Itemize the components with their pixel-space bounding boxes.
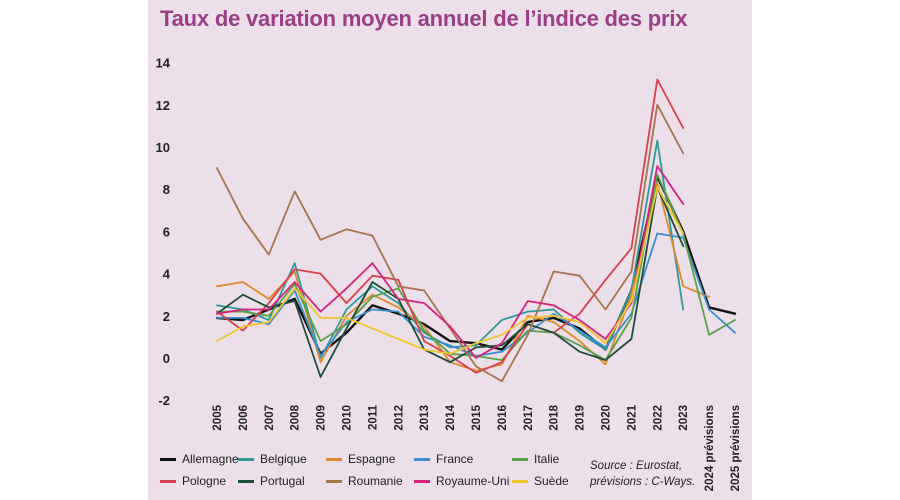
series-line-belgique — [216, 139, 685, 359]
legend-label: Portugal — [260, 474, 305, 488]
legend-swatch — [414, 479, 430, 483]
y-tick-label: 4 — [163, 267, 171, 282]
chart-title: Taux de variation moyen annuel de l’indi… — [160, 6, 688, 31]
x-tick-label: 2007 — [264, 405, 276, 431]
legend-swatch — [238, 479, 254, 483]
legend-swatch — [160, 457, 176, 461]
series-line-roumanie — [216, 103, 685, 383]
x-tick-label: 2016 — [497, 405, 509, 431]
y-tick-label: 2 — [163, 309, 170, 324]
legend-item: Pologne — [160, 474, 226, 488]
legend-label: France — [436, 452, 474, 466]
x-tick-label: 2005 — [212, 404, 224, 430]
x-tick-label: 2011 — [367, 404, 379, 430]
y-tick-label: 10 — [156, 140, 170, 155]
x-tick-label: 2024 prévisions — [704, 405, 716, 491]
legend-label: Roumanie — [348, 474, 403, 488]
x-tick-label: 2021 — [626, 404, 638, 430]
source-note: Source : Eurostat, prévisions : C-Ways. — [590, 460, 696, 488]
x-tick-label: 2012 — [393, 405, 405, 431]
x-tick-label: 2015 — [471, 404, 483, 430]
x-tick-label: 2018 — [549, 404, 561, 430]
legend-label: Pologne — [182, 474, 227, 488]
x-tick-label: 2019 — [575, 405, 587, 431]
legend-label: Espagne — [348, 452, 396, 466]
x-tick-label: 2008 — [290, 404, 302, 430]
series-line-pologne — [216, 78, 685, 374]
x-tick-label: 2025 prévisions — [730, 405, 742, 491]
x-tick-label: 2014 — [445, 404, 457, 430]
series-line-royaume-uni — [216, 165, 685, 359]
x-tick-label: 2020 — [601, 405, 613, 431]
legend-swatch — [326, 479, 342, 483]
y-tick-label: 8 — [163, 182, 170, 197]
y-tick-label: 14 — [156, 56, 171, 71]
legend-label: Royaume-Uni — [436, 474, 510, 488]
legend-swatch — [326, 457, 342, 461]
legend-item: Espagne — [326, 452, 395, 466]
x-tick-label: 2013 — [419, 405, 431, 431]
legend-item: Belgique — [238, 452, 307, 466]
y-tick-label: 6 — [163, 224, 170, 239]
legend-item: Suède — [512, 474, 569, 488]
legend-item: Allemagne — [160, 452, 239, 466]
legend-swatch — [512, 479, 528, 483]
series-line-portugal — [216, 186, 685, 378]
series-line-su-de — [216, 186, 685, 355]
x-tick-label: 2010 — [342, 405, 354, 431]
series-line-france — [216, 232, 736, 357]
y-axis: -2 0 2 4 6 8 10 12 14 — [156, 56, 171, 409]
x-tick-label: 2022 — [652, 405, 664, 431]
legend-swatch — [160, 479, 176, 483]
legend-swatch — [238, 457, 254, 461]
legend-swatch — [512, 457, 528, 461]
y-tick-label: 0 — [163, 351, 170, 366]
y-tick-label: -2 — [158, 393, 170, 408]
legend-item: France — [414, 452, 473, 466]
x-tick-label: 2017 — [523, 405, 535, 431]
legend-label: Suède — [534, 474, 569, 488]
legend-swatch — [414, 457, 430, 461]
x-tick-label: 2023 — [678, 405, 690, 431]
legend-label: Belgique — [260, 452, 307, 466]
x-tick-label: 2006 — [238, 405, 250, 431]
legend-item: Italie — [512, 452, 559, 466]
legend-label: Italie — [534, 452, 560, 466]
x-tick-label: 2009 — [316, 405, 328, 431]
legend-item: Portugal — [238, 474, 305, 488]
series-line-italie — [216, 173, 736, 361]
legend-item: Roumanie — [326, 474, 403, 488]
y-tick-label: 12 — [156, 98, 170, 113]
x-axis: 2005 2006 2007 2008 2009 2010 2011 2012 2013 2014… — [212, 404, 742, 491]
series-lines — [215, 78, 737, 383]
legend-label: Allemagne — [182, 452, 239, 466]
legend-item: Royaume-Uni — [414, 474, 509, 488]
